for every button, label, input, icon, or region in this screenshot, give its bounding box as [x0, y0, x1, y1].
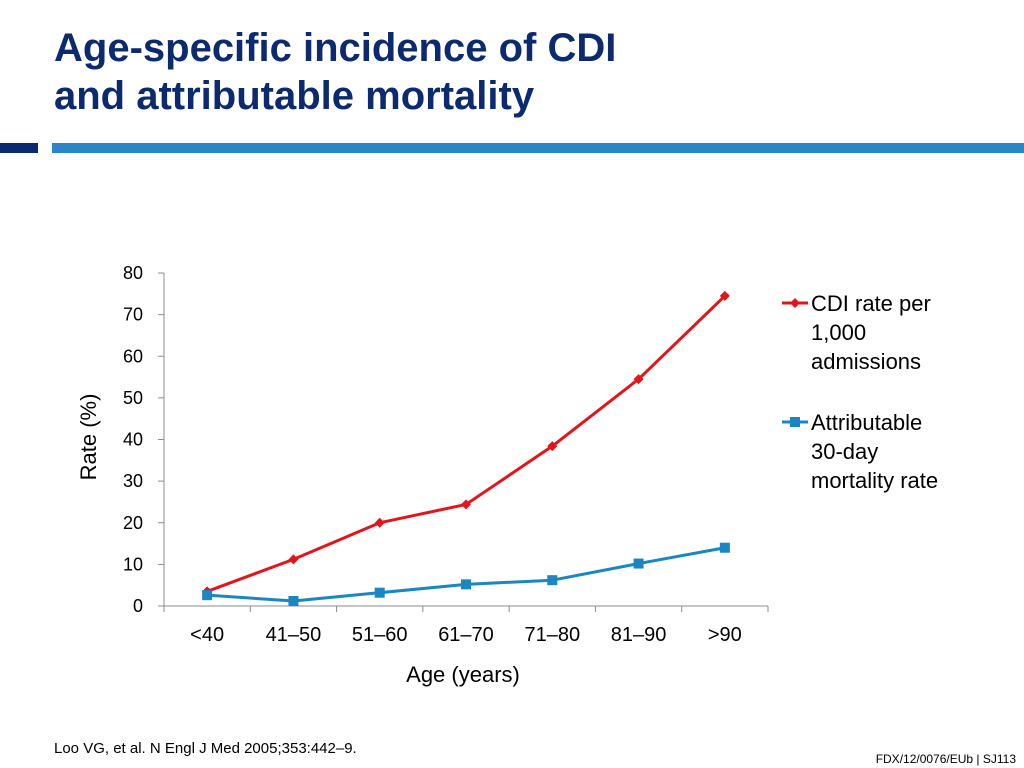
- y-tick-label: 10: [123, 554, 143, 574]
- slide-title: Age-specific incidence of CDI and attrib…: [54, 24, 616, 120]
- y-tick-label: 20: [123, 513, 143, 533]
- x-tick-label: <40: [190, 624, 224, 646]
- data-point: [461, 579, 471, 590]
- chart-axes: [158, 272, 769, 612]
- data-point: [374, 587, 385, 598]
- x-tick-label: >90: [708, 624, 742, 646]
- y-tick-label: 70: [123, 305, 143, 325]
- data-point: [202, 590, 213, 601]
- x-tick-labels: <40 41–50 51–60 61–70 71–80 81–90 >90: [190, 624, 742, 646]
- y-axis-title: Rate (%): [76, 394, 101, 481]
- source-citation: Loo VG, et al. N Engl J Med 2005;353:442…: [54, 740, 357, 757]
- slide-title-line-2: and attributable mortality: [54, 74, 535, 118]
- slide-title-line-1: Age-specific incidence of CDI: [54, 26, 617, 70]
- reference-code: FDX/12/0076/EUb | SJ113: [875, 752, 1016, 766]
- data-point: [633, 558, 644, 569]
- chart-legend: CDI rate per 1,000 admissions Attributable 3…: [782, 291, 938, 493]
- legend-label: mortality rate: [811, 468, 938, 493]
- x-axis-title: Age (years): [406, 662, 520, 687]
- y-tick-label: 60: [123, 346, 143, 366]
- data-point: [461, 499, 471, 510]
- series-line: [206, 294, 726, 593]
- y-tick-label: 50: [123, 388, 143, 408]
- legend-item-1: CDI rate per 1,000 admissions: [782, 291, 931, 374]
- data-point: [547, 441, 558, 452]
- series-2: [202, 542, 730, 607]
- y-tick-label: 80: [123, 263, 143, 283]
- legend-swatch-marker: [790, 417, 800, 427]
- legend-swatch-marker: [790, 298, 800, 308]
- data-point: [288, 554, 299, 565]
- y-tick-labels: 0 10 20 30 40 50 60 70 80: [123, 263, 143, 616]
- data-point: [374, 517, 385, 528]
- data-point: [288, 596, 299, 607]
- legend-label: CDI rate per: [811, 291, 931, 316]
- y-tick-label: 30: [123, 471, 143, 491]
- legend-item-2: Attributable 30-day mortality rate: [782, 410, 938, 493]
- data-point: [719, 542, 730, 553]
- x-tick-label: 61–70: [438, 624, 494, 646]
- title-rule-light: [52, 143, 1024, 153]
- legend-label: 30-day: [811, 439, 878, 464]
- legend-label: admissions: [811, 349, 921, 374]
- data-point: [719, 290, 730, 301]
- x-tick-label: 41–50: [266, 624, 322, 646]
- x-tick-label: 81–90: [611, 624, 667, 646]
- series-line: [207, 546, 726, 603]
- y-tick-label: 40: [123, 430, 143, 450]
- series-1: [202, 290, 730, 597]
- x-tick-label: 71–80: [524, 624, 580, 646]
- x-tick-label: 51–60: [352, 624, 408, 646]
- data-point: [547, 575, 558, 586]
- chart-series: [202, 290, 730, 607]
- legend-label: 1,000: [811, 320, 866, 345]
- title-rule-dark: [0, 143, 38, 153]
- y-tick-label: 0: [133, 596, 143, 616]
- data-point: [633, 374, 644, 385]
- legend-label: Attributable: [811, 410, 922, 435]
